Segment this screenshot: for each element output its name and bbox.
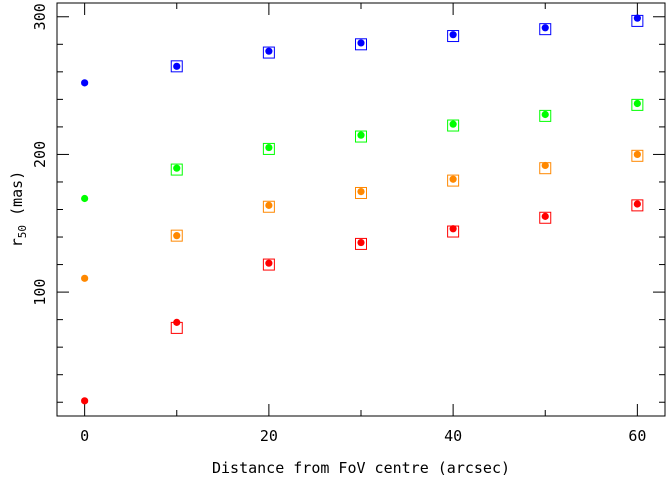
dot-marker [357, 238, 365, 247]
dot-marker [449, 120, 457, 128]
series-3 [81, 199, 644, 405]
square-marker [355, 130, 367, 143]
y-axis-label: r50 (mas) [8, 171, 29, 247]
dot-marker [173, 62, 181, 70]
series-2 [81, 149, 644, 282]
y-axis-label-main: r [8, 238, 26, 247]
x-tick-label: 20 [260, 427, 278, 445]
y-axis-label-unit: (mas) [8, 171, 26, 225]
dot-marker [81, 79, 89, 87]
dot-marker [265, 143, 273, 152]
square-marker [262, 142, 275, 155]
dot-marker [541, 212, 549, 220]
x-tick-label: 0 [80, 427, 89, 445]
square-marker [631, 199, 644, 212]
dot-marker [357, 131, 365, 139]
dot-marker [449, 175, 457, 183]
dot-marker [449, 31, 457, 39]
square-marker [355, 38, 367, 51]
y-axis-label-subscript: 50 [16, 225, 29, 238]
dot-marker [81, 194, 89, 203]
square-marker [539, 109, 552, 122]
axis-ticks [57, 3, 665, 416]
dot-marker [265, 259, 273, 267]
x-tick-labels: 0 20 40 60 [80, 427, 646, 445]
square-marker [355, 186, 367, 199]
dot-marker [173, 232, 181, 240]
square-marker [262, 200, 275, 213]
dot-marker [357, 188, 365, 196]
x-tick-label: 60 [628, 427, 646, 445]
data-points [81, 14, 644, 405]
square-marker [539, 23, 552, 36]
series-1 [81, 98, 644, 203]
square-marker [631, 98, 644, 111]
dot-marker [633, 150, 641, 159]
dot-marker [541, 110, 549, 119]
square-marker [170, 163, 183, 176]
dot-marker [357, 39, 365, 47]
y-tick-labels: 100 200 300 [31, 3, 49, 305]
square-marker [447, 119, 460, 132]
square-marker [355, 237, 367, 250]
dot-marker [81, 274, 89, 282]
dot-marker [173, 318, 181, 326]
square-marker [539, 211, 552, 224]
dot-marker [265, 201, 273, 209]
dot-marker [449, 225, 457, 233]
dot-marker [81, 397, 89, 405]
x-axis-label: Distance from FoV centre (arcsec) [212, 459, 510, 477]
square-marker [262, 46, 275, 59]
dot-marker [541, 24, 549, 32]
dot-marker [633, 14, 641, 22]
dot-marker [541, 161, 549, 170]
square-marker [262, 258, 275, 271]
dot-marker [633, 200, 641, 208]
x-tick-label: 40 [444, 427, 462, 445]
y-tick-label: 300 [31, 3, 49, 30]
square-marker [170, 60, 183, 73]
dot-marker [633, 99, 641, 108]
square-marker [447, 30, 460, 43]
square-marker [631, 149, 644, 162]
dot-marker [265, 47, 273, 55]
svg-text:r50 (mas): r50 (mas) [8, 171, 29, 247]
square-marker [170, 229, 183, 242]
y-tick-label: 100 [31, 279, 49, 306]
plot-frame [56, 2, 666, 417]
series-0 [81, 14, 644, 87]
y-tick-label: 200 [31, 141, 49, 168]
square-marker [447, 174, 460, 187]
dot-marker [173, 164, 181, 172]
